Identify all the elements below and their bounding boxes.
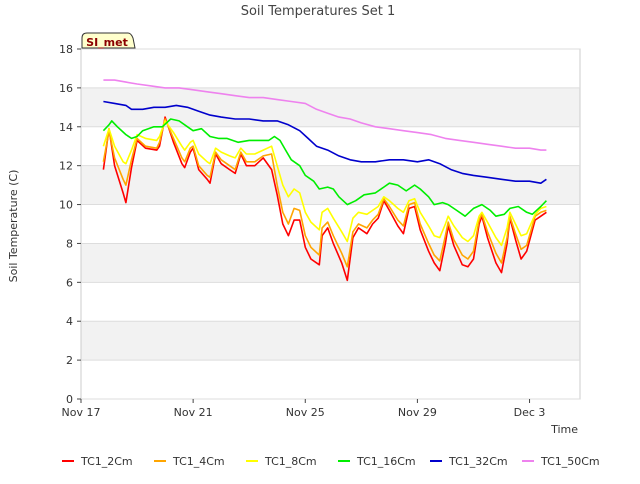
y-tick-label: 0: [66, 393, 73, 406]
legend-label: TC1_4Cm: [172, 455, 225, 468]
site-badge-label: SI_met: [86, 36, 128, 49]
y-tick-label: 12: [59, 160, 73, 173]
y-axis-label: Soil Temperature (C): [7, 170, 20, 283]
series-line-tc1_2cm: [102, 116, 547, 282]
series-line-tc1_32cm: [103, 100, 547, 184]
y-axis-ticks: 0 2 4 6 8 10 12 14 16 18: [59, 43, 81, 406]
y-tick-label: 6: [66, 276, 73, 289]
y-tick-label: 16: [59, 82, 73, 95]
series-line-tc1_4cm: [102, 118, 547, 268]
y-grid: [81, 48, 580, 400]
legend-label: TC1_16Cm: [356, 455, 416, 468]
series-line-tc1_8cm: [102, 120, 547, 247]
legend-label: TC1_2Cm: [80, 455, 133, 468]
series-lines: [102, 79, 547, 282]
y-tick-label: 14: [59, 121, 73, 134]
chart-title: Soil Temperatures Set 1: [241, 4, 396, 19]
y-tick-label: 8: [66, 237, 73, 250]
y-tick-label: 4: [66, 315, 73, 328]
y-tick-label: 2: [66, 354, 73, 367]
legend-label: TC1_32Cm: [448, 455, 508, 468]
legend-label: TC1_8Cm: [264, 455, 317, 468]
x-tick-label: Nov 21: [174, 406, 213, 419]
x-tick-label: Nov 25: [286, 406, 325, 419]
grid-band: [81, 360, 580, 399]
grid-band: [81, 243, 580, 283]
grid-band: [81, 282, 580, 322]
x-tick-label: Nov 29: [398, 406, 437, 419]
grid-band: [81, 165, 580, 205]
x-axis-label: Time: [550, 423, 578, 436]
site-badge: SI_met: [81, 32, 136, 49]
grid-band: [81, 49, 580, 88]
x-tick-label: Dec 3: [514, 406, 546, 419]
y-tick-label: 18: [59, 43, 73, 56]
series-line-tc1_16cm: [102, 118, 547, 217]
grid-band: [81, 321, 580, 361]
series-line-tc1_50cm: [103, 79, 547, 151]
x-axis-ticks: Nov 17 Nov 21 Nov 25 Nov 29 Dec 3: [62, 399, 546, 419]
legend-label: TC1_50Cm: [540, 455, 600, 468]
legend: TC1_2Cm TC1_4Cm TC1_8Cm TC1_16Cm TC1_32Cm TC1…: [62, 455, 600, 468]
grid-bands: [81, 49, 580, 399]
x-tick-label: Nov 17: [62, 406, 101, 419]
y-tick-label: 10: [59, 199, 73, 212]
